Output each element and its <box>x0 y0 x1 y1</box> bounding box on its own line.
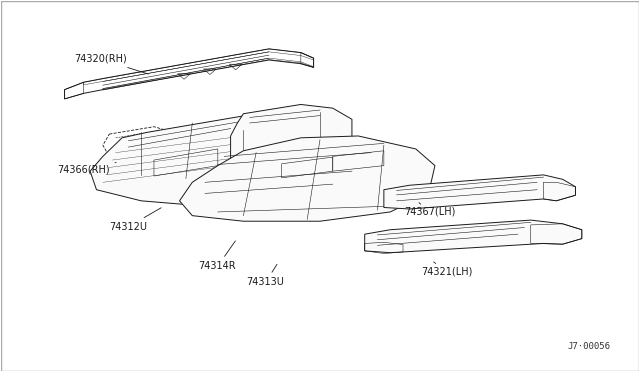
Polygon shape <box>65 49 314 99</box>
Polygon shape <box>90 114 333 205</box>
Polygon shape <box>230 105 352 169</box>
Text: 74312U: 74312U <box>109 208 161 232</box>
Text: J7·00056: J7·00056 <box>568 341 611 350</box>
Text: 74367(LH): 74367(LH) <box>404 203 456 217</box>
Polygon shape <box>384 175 575 209</box>
Text: 74314R: 74314R <box>198 241 236 272</box>
Text: 74321(LH): 74321(LH) <box>421 262 472 276</box>
Text: 74366(RH): 74366(RH) <box>57 163 116 174</box>
Polygon shape <box>365 220 582 253</box>
Text: 74320(RH): 74320(RH) <box>74 54 148 74</box>
Polygon shape <box>179 136 435 221</box>
Text: 74313U: 74313U <box>246 264 284 287</box>
